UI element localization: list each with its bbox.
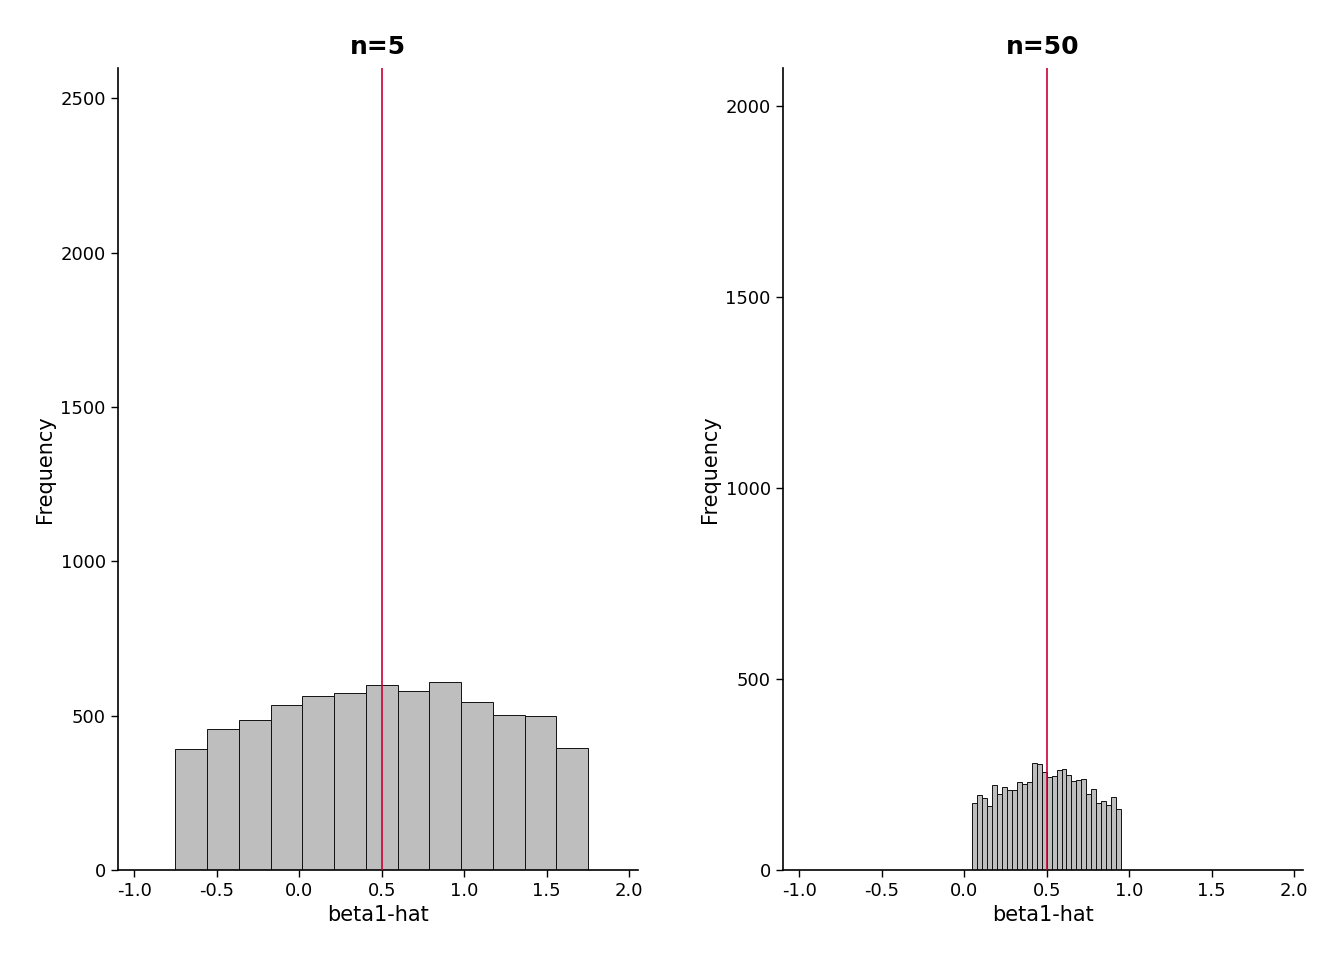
Bar (1056, 770, 1062, 870)
Bar (1042, 772, 1047, 870)
Bar (493, 714, 524, 870)
Bar (977, 795, 982, 870)
Bar (398, 691, 429, 870)
Bar (270, 705, 302, 870)
Y-axis label: Frequency: Frequency (700, 415, 720, 522)
X-axis label: beta1-hat: beta1-hat (327, 905, 429, 925)
Bar (1062, 769, 1067, 870)
Bar (175, 749, 207, 870)
Bar (973, 804, 977, 870)
Bar (1047, 777, 1051, 870)
Bar (992, 784, 997, 870)
Bar (1091, 789, 1097, 870)
Bar (1032, 762, 1036, 870)
Bar (1051, 776, 1056, 870)
Bar (997, 794, 1003, 870)
Bar (302, 696, 335, 870)
Bar (1097, 804, 1101, 870)
Bar (988, 806, 992, 870)
Bar (335, 693, 366, 870)
Bar (239, 720, 270, 870)
Bar (1067, 775, 1071, 870)
Bar (1071, 780, 1077, 870)
Bar (1017, 782, 1021, 870)
Bar (1036, 764, 1042, 870)
Bar (1012, 790, 1017, 870)
Bar (1111, 797, 1116, 870)
Bar (1086, 794, 1091, 870)
Bar (1116, 809, 1121, 870)
Bar (1106, 805, 1111, 870)
Bar (1007, 790, 1012, 870)
Bar (429, 682, 461, 870)
Bar (1082, 779, 1086, 870)
Bar (982, 798, 988, 870)
Bar (1077, 780, 1082, 870)
Bar (461, 703, 493, 870)
Bar (1003, 786, 1007, 870)
Bar (556, 749, 589, 870)
X-axis label: beta1-hat: beta1-hat (992, 905, 1094, 925)
Bar (1101, 802, 1106, 870)
Bar (1021, 783, 1027, 870)
Bar (366, 685, 398, 870)
Title: n=5: n=5 (349, 35, 406, 59)
Bar (524, 716, 556, 870)
Bar (1027, 782, 1032, 870)
Bar (207, 729, 239, 870)
Title: n=50: n=50 (1005, 35, 1079, 59)
Y-axis label: Frequency: Frequency (35, 415, 55, 522)
